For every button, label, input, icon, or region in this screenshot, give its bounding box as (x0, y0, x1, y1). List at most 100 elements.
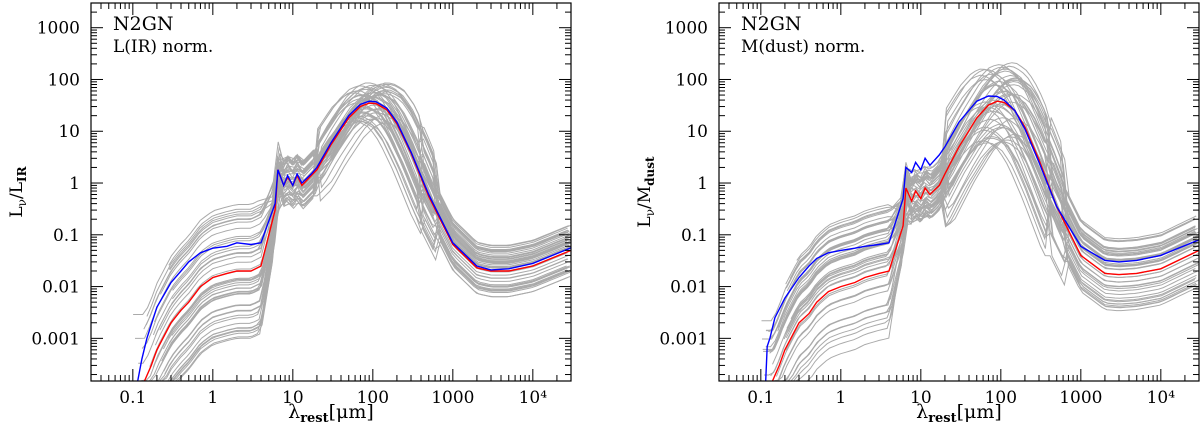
gray-model-curve (773, 136, 1196, 382)
right-x-axis-label: λrest[μm] (916, 401, 1002, 426)
gray-model-curve (150, 98, 569, 382)
y-tick-label: 10 (58, 122, 80, 142)
gray-model-curve (134, 118, 567, 382)
left-blue-curve (137, 100, 572, 382)
gray-model-curve (772, 66, 1196, 365)
gray-model-curve (156, 102, 570, 382)
y-tick-label: 1 (697, 174, 708, 194)
left-ticks (90, 2, 572, 381)
gray-model-curve (775, 80, 1200, 377)
x-tick-label: 10 (282, 388, 304, 408)
right-tick-labels: 0.1 1 10 100 1000 10⁴ 0.001 0.01 0.1 1 10 100 1000 (659, 19, 1175, 408)
gray-model-curve (783, 141, 1198, 340)
gray-model-curve (152, 96, 571, 368)
y-tick-label: 0.1 (53, 226, 80, 246)
gray-model-curve (171, 120, 571, 336)
gray-model-curve (765, 110, 1199, 332)
gray-model-curve (786, 83, 1196, 292)
left-gray-curves (133, 82, 572, 382)
left-subtitle: L(IR) norm. (113, 37, 213, 57)
x-tick-label: 1 (835, 388, 846, 408)
gray-model-curve (135, 108, 568, 339)
gray-model-curve (796, 136, 1196, 261)
y-tick-label: 100 (48, 70, 80, 90)
x-tick-label: 0.1 (747, 388, 774, 408)
gray-model-curve (786, 106, 1196, 329)
gray-model-curve (168, 118, 568, 344)
x-tick-label: 100 (357, 388, 389, 408)
gray-model-curve (790, 142, 1200, 320)
gray-model-curve (768, 123, 1196, 352)
right-y-axis-label: Lν/Mdust (635, 156, 657, 228)
y-tick-label: 0.001 (659, 329, 708, 349)
gray-model-curve (764, 101, 1197, 376)
gray-model-curve (152, 112, 570, 382)
right-blue-curve (765, 95, 1200, 382)
left-tick-labels: 0.1 1 10 100 1000 10⁴ 0.001 0.01 0.1 1 10 100 1000 (31, 19, 547, 408)
x-tick-label: 0.1 (119, 388, 146, 408)
y-tick-label: 1 (69, 174, 80, 194)
gray-model-curve (775, 126, 1199, 324)
gray-model-curve (172, 115, 572, 291)
gray-model-curve (164, 90, 569, 375)
gray-model-curve (157, 92, 572, 371)
x-tick-label: 10⁴ (519, 388, 548, 408)
gray-model-curve (762, 91, 1195, 350)
x-tick-label: 100 (985, 388, 1017, 408)
y-tick-label: 1000 (37, 19, 80, 39)
x-tick-label: 1 (207, 388, 218, 408)
right-title: N2GN (741, 13, 802, 35)
y-tick-label: 10 (686, 122, 708, 142)
gray-model-curve (769, 84, 1197, 382)
gray-model-curve (163, 82, 568, 372)
right-red-curve (771, 100, 1200, 382)
gray-model-curve (784, 77, 1199, 335)
gray-model-curve (785, 140, 1200, 351)
y-tick-label: 1000 (665, 19, 708, 39)
gray-model-curve (133, 120, 571, 382)
x-tick-label: 10 (910, 388, 932, 408)
gray-model-curve (785, 126, 1200, 339)
left-panel: 0.1 1 10 100 1000 10⁴ 0.001 0.01 0.1 1 10 100 1000 N… (7, 2, 572, 426)
x-tick-label: 10⁴ (1147, 388, 1176, 408)
gray-model-curve (154, 92, 568, 323)
gray-model-curve (762, 94, 1200, 340)
y-tick-label: 0.1 (681, 226, 708, 246)
left-y-axis-label: Lν/LIR (7, 165, 29, 217)
gray-model-curve (777, 139, 1196, 328)
gray-model-curve (146, 94, 570, 317)
x-tick-label: 1000 (1059, 388, 1102, 408)
gray-model-curve (168, 91, 568, 266)
gray-model-curve (771, 62, 1195, 382)
gray-model-curve (763, 117, 1196, 352)
right-gray-curves (761, 62, 1200, 382)
left-title: N2GN (113, 13, 174, 35)
gray-model-curve (762, 127, 1196, 382)
gray-model-curve (795, 68, 1199, 363)
y-tick-label: 100 (676, 70, 708, 90)
left-red-curve (143, 102, 572, 382)
right-ticks (718, 2, 1200, 381)
gray-model-curve (162, 113, 567, 350)
gray-model-curve (145, 108, 569, 326)
y-tick-label: 0.01 (670, 278, 708, 298)
right-subtitle: M(dust) norm. (741, 37, 865, 57)
gray-model-curve (777, 137, 1196, 332)
y-tick-label: 0.001 (31, 329, 80, 349)
gray-model-curve (771, 78, 1195, 339)
gray-model-curve (172, 93, 571, 300)
gray-model-curve (163, 94, 568, 358)
x-tick-label: 1000 (431, 388, 474, 408)
gray-model-curve (782, 118, 1196, 329)
gray-model-curve (786, 69, 1196, 318)
left-x-axis-label: λrest[μm] (288, 401, 374, 426)
y-tick-label: 0.01 (42, 278, 80, 298)
gray-model-curve (133, 106, 571, 315)
gray-model-curve (783, 105, 1197, 382)
gray-model-curve (785, 79, 1199, 285)
gray-model-curve (165, 90, 569, 357)
right-panel: 0.1 1 10 100 1000 10⁴ 0.001 0.01 0.1 1 10 100 1000 N… (635, 2, 1200, 426)
gray-model-curve (136, 83, 569, 382)
gray-model-curve (149, 106, 568, 367)
